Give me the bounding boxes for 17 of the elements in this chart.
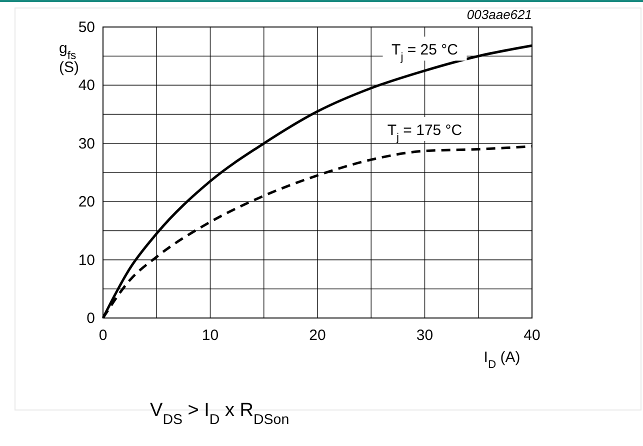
x-tick-label: 0	[98, 327, 108, 344]
y-tick-label: 40	[78, 77, 95, 94]
x-tick-label: 40	[524, 327, 540, 344]
series-label: T$_{j}$ = 25 °C	[392, 42, 458, 64]
y-tick-label: 50	[78, 19, 95, 36]
y-tick-label: 30	[78, 135, 95, 152]
y-tick-label: 0	[86, 310, 95, 327]
text: V$_{DS}$ > I$_{D}$ x R$_{DSon}$	[150, 400, 290, 428]
text: 003aae621	[466, 7, 532, 22]
x-tick-label: 10	[202, 327, 219, 344]
y-tick-label: 20	[78, 194, 95, 211]
y-axis-title: g$_{fs}$ (S)	[59, 40, 79, 76]
x-axis-title: I$_{D}$ (A)	[484, 349, 520, 371]
x-tick-label: 30	[416, 327, 434, 344]
x-tick-label: 20	[309, 327, 326, 344]
series-label: T$_{j}$ = 175 °C	[387, 122, 462, 144]
y-tick-label: 10	[78, 252, 95, 269]
